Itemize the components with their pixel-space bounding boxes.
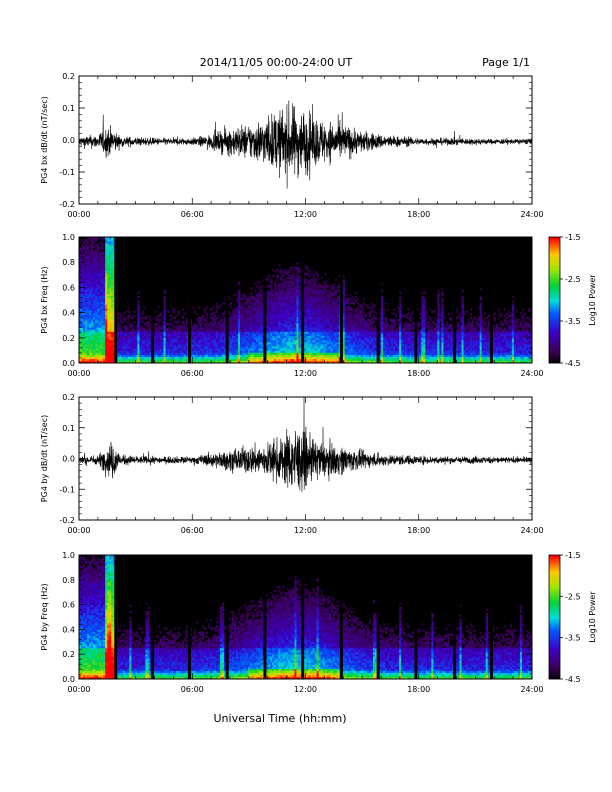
x-tick-label: 18:00 bbox=[407, 369, 430, 378]
axes-frame bbox=[78, 554, 533, 680]
x-axis-label: Universal Time (hh:mm) bbox=[214, 712, 347, 725]
y-axis-label: PG4 by Freq (Hz) bbox=[40, 583, 49, 650]
colorbar: -1.5 -2.5 -3.5 -4.5 Log10 Power bbox=[548, 551, 597, 684]
page-indicator: Page 1/1 bbox=[482, 56, 530, 69]
data-gap bbox=[301, 237, 305, 363]
data-gap bbox=[263, 555, 267, 679]
colorbar-tick-label: -3.5 bbox=[565, 317, 581, 326]
data-gap bbox=[376, 237, 380, 363]
y-tick-label: 0.2 bbox=[62, 650, 75, 659]
x-tick-label: 18:00 bbox=[407, 685, 430, 694]
data-gap bbox=[225, 555, 229, 679]
y-tick-label: 0.0 bbox=[62, 675, 75, 684]
colorbar-tick-label: -1.5 bbox=[565, 551, 581, 560]
data-gap bbox=[151, 555, 155, 679]
panel-4-spectrogram: 0.0 0.2 0.4 0.6 0.8 1.0 00:00 06:00 12:00 18:00 24… bbox=[40, 551, 597, 694]
y-tick-label: -0.2 bbox=[59, 516, 75, 525]
axes-frame bbox=[78, 75, 533, 205]
y-tick-label: 1.0 bbox=[62, 551, 75, 560]
y-tick-label: 0.0 bbox=[62, 455, 75, 464]
y-axis-label: PG4 bx dB/dt (nT/sec) bbox=[40, 96, 49, 183]
data-gap bbox=[453, 555, 457, 679]
data-gap bbox=[225, 237, 229, 363]
x-tick-label: 12:00 bbox=[294, 685, 317, 694]
axes-frame bbox=[78, 236, 533, 364]
panel-3-waveform: -0.2 -0.1 0.0 0.1 0.2 00:00 06:00 12:00 18:00 24:… bbox=[40, 393, 544, 535]
data-gap bbox=[489, 237, 493, 363]
data-gap bbox=[114, 555, 118, 679]
colorbar-tick-label: -1.5 bbox=[565, 233, 581, 242]
x-tick-label: 00:00 bbox=[67, 685, 90, 694]
y-tick-label: 0.1 bbox=[62, 104, 75, 113]
y-tick-label: 1.0 bbox=[62, 233, 75, 242]
colorbar-tick-label: -4.5 bbox=[565, 675, 581, 684]
y-tick-label: 0.2 bbox=[62, 72, 75, 81]
y-tick-label: 0.6 bbox=[62, 283, 75, 292]
data-gap bbox=[339, 237, 343, 363]
data-gap bbox=[453, 237, 457, 363]
y-tick-label: 0.8 bbox=[62, 576, 75, 585]
colorbar-tick-label: -4.5 bbox=[565, 359, 581, 368]
y-tick-label: -0.2 bbox=[59, 200, 75, 209]
x-tick-label: 24:00 bbox=[520, 369, 543, 378]
x-tick-label: 12:00 bbox=[294, 210, 317, 219]
y-tick-label: 0.4 bbox=[62, 625, 75, 634]
data-gap bbox=[339, 555, 343, 679]
waveform-trace bbox=[79, 397, 532, 493]
x-tick-label: 24:00 bbox=[520, 210, 543, 219]
data-gap bbox=[263, 237, 267, 363]
y-axis-label: PG4 by dB/dt (nT/sec) bbox=[40, 415, 49, 502]
x-tick-label: 12:00 bbox=[294, 369, 317, 378]
data-gap bbox=[376, 555, 380, 679]
colorbar-tick-label: -2.5 bbox=[565, 275, 581, 284]
x-tick-label: 06:00 bbox=[181, 369, 204, 378]
data-gap bbox=[187, 237, 191, 363]
y-axis-label: PG4 bx Freq (Hz) bbox=[40, 266, 49, 333]
y-tick-label: 0.8 bbox=[62, 258, 75, 267]
y-tick-label: 0.1 bbox=[62, 424, 75, 433]
colorbar-label: Log10 Power bbox=[588, 274, 597, 326]
panel-1-waveform: -0.2 -0.1 0.0 0.1 0.2 00:00 06:00 12:00 18:00 24:… bbox=[40, 72, 544, 219]
colorbar: -1.5 -2.5 -3.5 -4.5 Log10 Power bbox=[548, 233, 597, 368]
colorbar-frame bbox=[548, 554, 561, 680]
y-tick-label: 0.4 bbox=[62, 309, 75, 318]
panel-2-spectrogram: 0.0 0.2 0.4 0.6 0.8 1.0 00:00 06:00 12:00 18:00 24… bbox=[40, 233, 597, 378]
colorbar-tick-label: -3.5 bbox=[565, 634, 581, 643]
y-tick-label: 0.2 bbox=[62, 393, 75, 402]
colorbar-tick-label: -2.5 bbox=[565, 592, 581, 601]
colorbar-label: Log10 Power bbox=[588, 591, 597, 643]
data-gap bbox=[414, 555, 418, 679]
x-tick-label: 24:00 bbox=[520, 526, 543, 535]
x-tick-label: 06:00 bbox=[181, 526, 204, 535]
y-tick-label: 0.6 bbox=[62, 601, 75, 610]
x-tick-label: 06:00 bbox=[181, 210, 204, 219]
axes-frame bbox=[78, 396, 533, 521]
data-gap bbox=[489, 555, 493, 679]
y-tick-label: 0.0 bbox=[62, 136, 75, 145]
data-gap bbox=[301, 555, 305, 679]
x-tick-label: 12:00 bbox=[294, 526, 317, 535]
y-tick-label: -0.1 bbox=[59, 485, 75, 494]
x-tick-label: 00:00 bbox=[67, 526, 90, 535]
y-tick-label: 0.2 bbox=[62, 334, 75, 343]
waveform-trace bbox=[79, 100, 532, 189]
data-gap bbox=[114, 237, 118, 363]
x-tick-label: 00:00 bbox=[67, 369, 90, 378]
panels: -0.2 -0.1 0.0 0.1 0.2 00:00 06:00 12:00 18:00 24:… bbox=[40, 72, 597, 694]
spectrogram-cells bbox=[79, 555, 533, 680]
x-tick-label: 00:00 bbox=[67, 210, 90, 219]
figure-title: 2014/11/05 00:00-24:00 UT bbox=[200, 56, 353, 69]
x-tick-label: 18:00 bbox=[407, 526, 430, 535]
data-gap bbox=[151, 237, 155, 363]
data-gap bbox=[414, 237, 418, 363]
y-tick-label: 0.0 bbox=[62, 359, 75, 368]
colorbar-frame bbox=[548, 236, 561, 364]
x-tick-label: 06:00 bbox=[181, 685, 204, 694]
x-tick-label: 24:00 bbox=[520, 685, 543, 694]
x-tick-label: 18:00 bbox=[407, 210, 430, 219]
y-tick-label: -0.1 bbox=[59, 168, 75, 177]
data-gap bbox=[187, 555, 191, 679]
